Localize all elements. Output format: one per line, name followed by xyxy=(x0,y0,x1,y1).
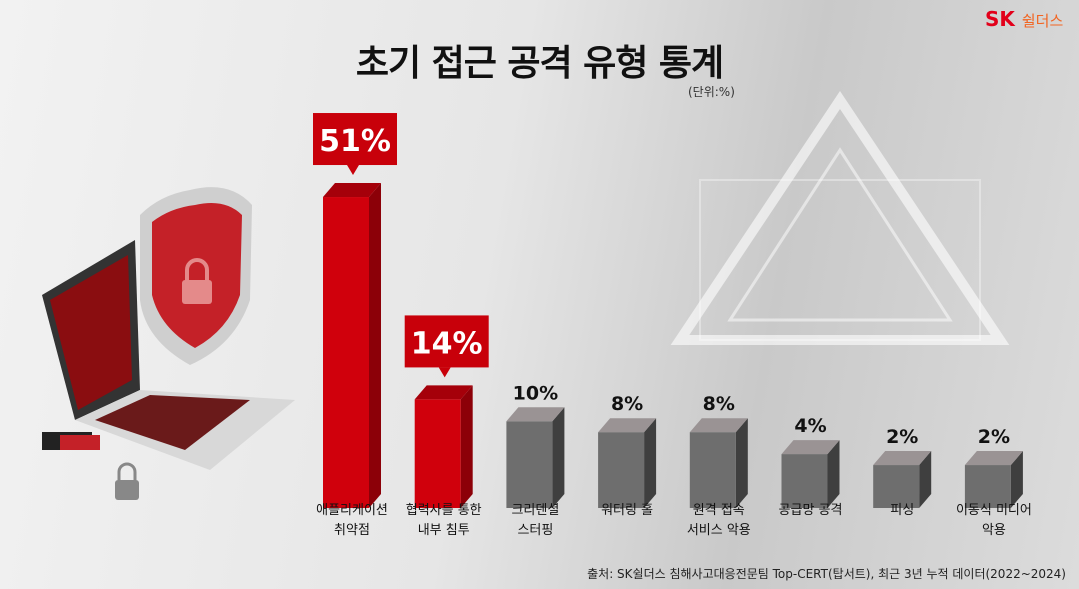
laptop-shield-illustration xyxy=(42,187,295,500)
data-label: 4% xyxy=(794,415,826,437)
category-label: 크리덴셜 xyxy=(511,503,559,518)
bar-top xyxy=(964,451,1023,466)
data-label: 2% xyxy=(886,426,918,448)
category-label: 원격 접속 xyxy=(693,503,745,518)
category-label: 취약점 xyxy=(334,523,370,538)
data-label: 14% xyxy=(411,326,483,361)
category-label: 협력사를 통한 xyxy=(406,503,482,518)
bar-top xyxy=(689,418,748,433)
bar-side xyxy=(919,451,932,508)
bar-side xyxy=(644,418,657,508)
bar-side xyxy=(1010,451,1023,508)
unit-label: (단위:%) xyxy=(688,85,735,99)
bar-top xyxy=(414,385,473,400)
category-label: 서비스 악용 xyxy=(687,523,751,538)
data-label: 8% xyxy=(703,393,735,415)
bar-top xyxy=(873,451,932,466)
category-label: 내부 침투 xyxy=(418,523,470,538)
bar-side xyxy=(827,440,840,508)
bar xyxy=(781,454,828,508)
bar-side xyxy=(552,407,565,508)
bar-top xyxy=(781,440,840,455)
category-label: 이동식 미디어 xyxy=(956,503,1032,518)
category-label: 워터링 홀 xyxy=(601,503,653,518)
sk-shieldus-logo: SK 쉴더스 xyxy=(985,7,1064,31)
callout-pointer xyxy=(438,367,451,378)
bar-side xyxy=(460,385,473,508)
callout-pointer xyxy=(347,165,359,176)
source-note: 출처: SK쉴더스 침해사고대응전문팀 Top-CERT(탑서트), 최근 3년… xyxy=(587,567,1066,581)
category-label: 피싱 xyxy=(890,503,914,518)
bar xyxy=(873,465,920,508)
category-label: 공급망 공격 xyxy=(779,503,843,518)
bar xyxy=(506,421,553,508)
bar-side xyxy=(369,183,381,508)
category-label: 악용 xyxy=(982,523,1006,538)
bar-side xyxy=(735,418,748,508)
bar xyxy=(598,432,645,508)
page-title: 초기 접근 공격 유형 통계 xyxy=(355,43,724,84)
bar xyxy=(689,432,736,508)
bar xyxy=(964,465,1011,508)
callout-box xyxy=(404,315,489,368)
bar-top xyxy=(323,183,381,198)
callout-box xyxy=(313,113,397,166)
bar xyxy=(414,399,461,508)
category-label: 애플리케이션 xyxy=(316,503,388,518)
data-label: 51% xyxy=(319,124,391,159)
bar-top xyxy=(598,418,657,433)
data-label: 8% xyxy=(611,393,643,415)
bar-top xyxy=(506,407,565,422)
category-label: 스터핑 xyxy=(517,523,553,538)
data-label: 10% xyxy=(513,382,558,404)
data-label: 2% xyxy=(978,426,1010,448)
bar xyxy=(323,197,369,508)
